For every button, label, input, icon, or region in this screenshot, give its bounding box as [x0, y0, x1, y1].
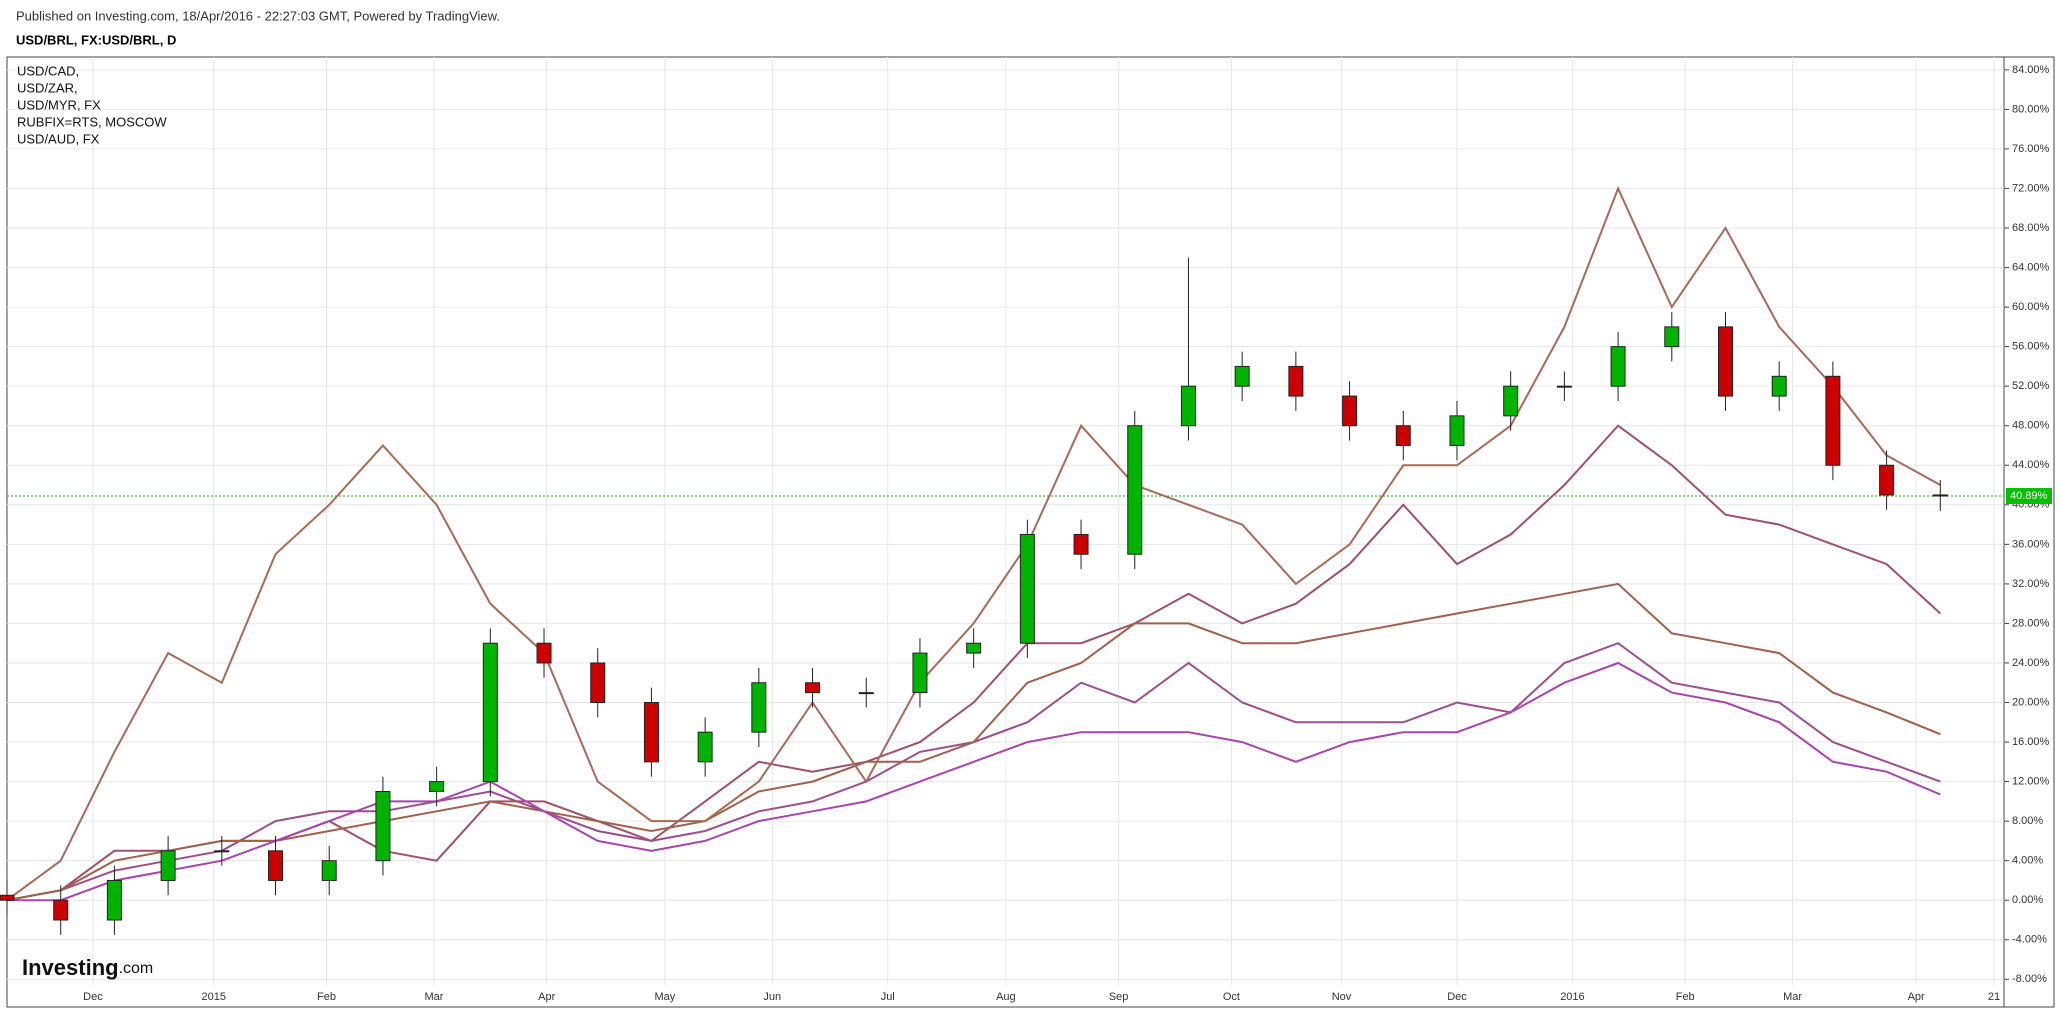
x-tick-label: 21: [1988, 991, 2000, 1003]
x-tick-label: Jul: [881, 991, 895, 1003]
candle-body: [1771, 375, 1787, 397]
x-tick-label: Apr: [538, 991, 555, 1003]
x-tick-label: May: [654, 991, 675, 1003]
x-tick-label: Oct: [1223, 991, 1240, 1003]
y-tick-label: 44.00%: [2012, 459, 2050, 471]
y-tick-label: 16.00%: [2012, 736, 2050, 748]
candle-body: [321, 860, 337, 881]
logo-name: Investing: [22, 955, 119, 980]
x-tick-label: Dec: [83, 991, 103, 1003]
legend-entry: RUBFIX=RTS, MOSCOW: [17, 114, 167, 129]
candle-body: [1342, 395, 1358, 427]
candle-body: [1180, 385, 1196, 427]
x-tick-label: Sep: [1109, 991, 1129, 1003]
candle-body: [858, 692, 874, 695]
y-tick-label: -4.00%: [2012, 934, 2047, 946]
last-value-box: [2006, 488, 2052, 505]
candle-body: [1073, 533, 1089, 555]
y-tick-label: 72.00%: [2012, 182, 2050, 194]
candle-body: [590, 662, 606, 704]
candle-body: [1932, 494, 1948, 497]
series-line: [6, 582, 1941, 902]
y-tick-label: 0.00%: [2012, 894, 2043, 906]
candle-body: [1234, 365, 1250, 387]
axes: -8.00% -4.00% 0.00% 4.00% 8.00% 12.00% 16.00% 2…: [17, 63, 2052, 1003]
candle-body: [1288, 365, 1304, 397]
x-tick-label: Feb: [317, 991, 336, 1003]
candle-body: [160, 850, 176, 881]
y-tick-label: 56.00%: [2012, 341, 2050, 353]
candle-body: [1717, 326, 1733, 397]
series-line: [7, 661, 1941, 902]
y-tick-label: -8.00%: [2012, 973, 2047, 985]
candle-body: [1019, 533, 1035, 644]
candle-body: [268, 850, 284, 881]
candle-body: [1503, 385, 1519, 417]
x-tick-label: 2015: [202, 991, 226, 1003]
candle-body: [912, 652, 928, 694]
candle-body: [751, 682, 767, 733]
y-tick-label: 84.00%: [2012, 64, 2050, 76]
x-tick-label: Nov: [1332, 991, 1352, 1003]
y-tick-label: 80.00%: [2012, 103, 2050, 115]
candle-body: [966, 642, 982, 654]
candle-body: [1664, 326, 1680, 348]
plot: [0, 185, 1948, 935]
candle-body: [106, 879, 122, 921]
x-tick-label: Mar: [1783, 991, 1802, 1003]
candle-body: [1610, 346, 1626, 387]
x-tick-label: Dec: [1447, 991, 1467, 1003]
candle-body: [1449, 415, 1465, 446]
x-tick-label: 2016: [1560, 991, 1584, 1003]
y-tick-label: 76.00%: [2012, 143, 2050, 155]
candle-body: [1825, 375, 1841, 466]
candle-body: [1556, 385, 1572, 388]
candle-body: [643, 702, 659, 763]
logo-suffix: .com: [119, 960, 154, 977]
candle-body: [805, 682, 821, 694]
series-line: [6, 185, 1941, 902]
candle-body: [1127, 425, 1143, 555]
candle-body: [0, 894, 15, 901]
y-tick-label: 4.00%: [2012, 855, 2043, 867]
candle-body: [1395, 425, 1411, 446]
candle-body: [697, 731, 713, 763]
symbol-title: USD/BRL, FX:USD/BRL, D: [16, 32, 176, 47]
y-tick-label: 12.00%: [2012, 776, 2050, 788]
published-note: Published on Investing.com, 18/Apr/2016 …: [16, 8, 500, 23]
y-tick-label: 64.00%: [2012, 261, 2050, 273]
y-tick-label: 28.00%: [2012, 617, 2050, 629]
candle-body: [536, 642, 552, 664]
y-tick-label: 20.00%: [2012, 696, 2050, 708]
y-tick-label: 60.00%: [2012, 301, 2050, 313]
grid: [7, 57, 2004, 985]
x-tick-label: Feb: [1676, 991, 1695, 1003]
chart-frame: [6, 56, 2055, 1008]
legend-entry: USD/CAD,: [17, 63, 79, 78]
last-value-label: 40.89%: [2010, 490, 2048, 502]
legend-entry: USD/MYR, FX: [17, 97, 101, 112]
candle-body: [53, 899, 69, 921]
y-tick-label: 68.00%: [2012, 222, 2050, 234]
candle-body: [482, 642, 498, 783]
x-tick-label: Apr: [1908, 991, 1925, 1003]
y-tick-label: 24.00%: [2012, 657, 2050, 669]
legend-entry: USD/ZAR,: [17, 80, 78, 95]
logo: Investing.com: [22, 955, 153, 980]
candle-body: [429, 781, 445, 792]
legend-entry: USD/AUD, FX: [17, 131, 100, 146]
y-tick-label: 36.00%: [2012, 538, 2050, 550]
candle-body: [1879, 464, 1895, 496]
y-tick-label: 32.00%: [2012, 578, 2050, 590]
y-tick-label: 8.00%: [2012, 815, 2043, 827]
x-tick-label: Mar: [424, 991, 443, 1003]
y-tick-label: 52.00%: [2012, 380, 2050, 392]
x-tick-label: Aug: [996, 991, 1016, 1003]
candle-body: [375, 790, 391, 862]
x-tick-label: Jun: [763, 991, 781, 1003]
y-tick-label: 48.00%: [2012, 420, 2050, 432]
candle-body: [214, 850, 230, 853]
